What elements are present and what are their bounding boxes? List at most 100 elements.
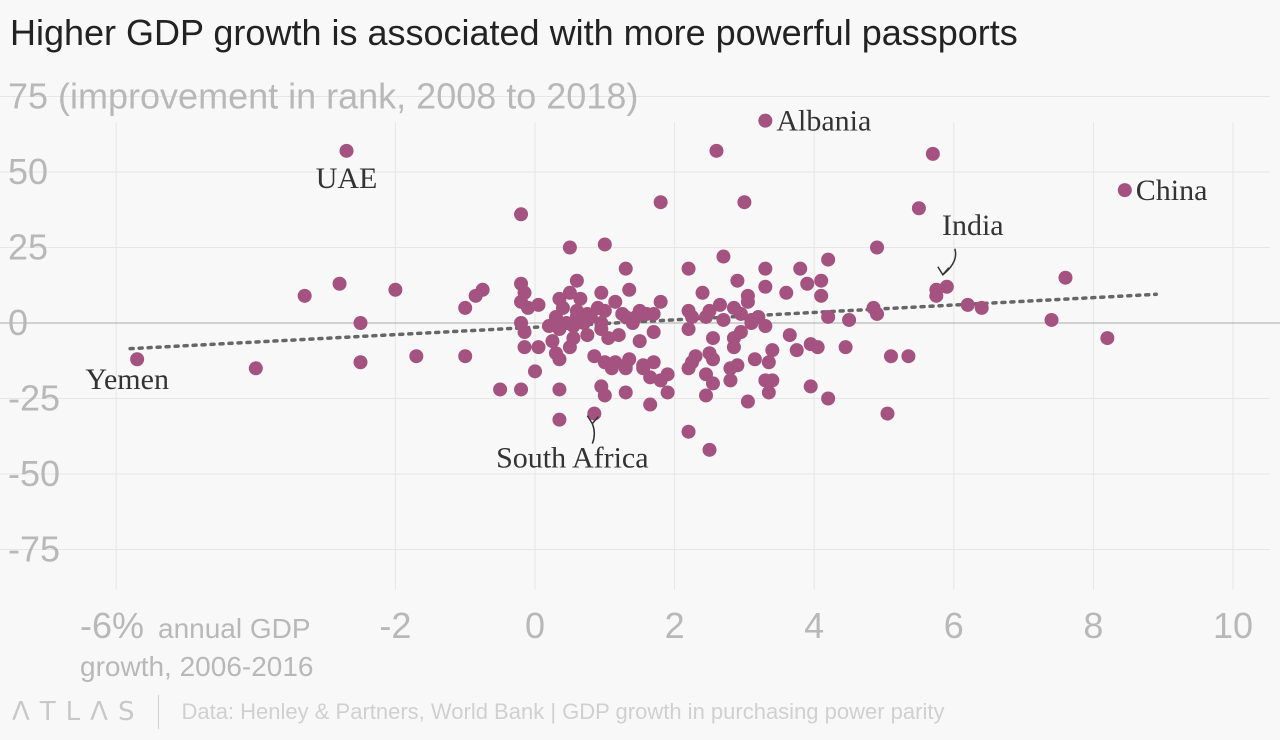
data-point: [685, 309, 700, 324]
data-point: [681, 361, 696, 376]
x-tick-label: -2: [379, 605, 411, 646]
data-point: [1058, 270, 1073, 285]
annotation-label: India: [942, 209, 1004, 242]
data-point: [569, 273, 584, 288]
data-point: [552, 352, 567, 367]
y-tick-label: -75: [8, 529, 60, 570]
data-points: [130, 113, 1132, 457]
data-point: [740, 394, 755, 409]
annotation-label: Albania: [776, 105, 871, 138]
data-point: [493, 382, 508, 397]
data-point: [409, 349, 424, 364]
data-point: [353, 355, 368, 370]
data-point: [653, 294, 668, 309]
data-point: [517, 340, 532, 355]
data-point: [911, 201, 926, 216]
data-point: [723, 373, 738, 388]
data-point: [552, 382, 567, 397]
data-point: [332, 276, 347, 291]
data-point: [580, 328, 595, 343]
data-point: [458, 349, 473, 364]
data-point: [521, 300, 536, 315]
data-point: [297, 288, 312, 303]
annotation-arrowhead: [586, 415, 599, 425]
data-point: [737, 195, 752, 210]
data-point: [765, 343, 780, 358]
data-point: [531, 340, 546, 355]
data-point: [597, 388, 612, 403]
chart-title: Higher GDP growth is associated with mor…: [10, 12, 1018, 53]
data-point: [925, 146, 940, 161]
data-point: [625, 316, 640, 330]
atlas-logo: ΛTLΛS: [12, 697, 145, 727]
data-point: [800, 276, 815, 291]
annotations: Albania UAE China India Yemen South Africa: [85, 105, 1207, 475]
data-point: [758, 319, 773, 334]
data-point: [618, 261, 633, 276]
data-point: [901, 349, 916, 364]
data-point: [779, 285, 794, 300]
footer: ΛTLΛS Data: Henley & Partners, World Ban…: [12, 692, 944, 732]
data-point: [814, 273, 829, 288]
data-point: [793, 261, 808, 276]
y-tick-label: 75 (improvement in rank, 2008 to 2018): [8, 76, 638, 117]
x-tick-label: 0: [525, 605, 545, 646]
data-point: [699, 309, 714, 324]
data-point: [803, 379, 818, 394]
source-note: Data: Henley & Partners, World Bank | GD…: [181, 699, 945, 724]
y-tick-label: 0: [8, 302, 28, 343]
data-point: [821, 391, 836, 406]
data-point: [709, 143, 724, 158]
data-point: [597, 303, 612, 318]
data-point: [838, 340, 853, 355]
data-point: [643, 397, 658, 412]
x-axis-label: annual GDP growth, 2006-2016: [80, 613, 314, 682]
data-point: [705, 331, 720, 346]
data-point: [726, 340, 741, 355]
x-tick-label: 4: [804, 605, 824, 646]
annotation-arrowhead: [937, 266, 950, 277]
data-point: [458, 300, 473, 315]
annotation-label: UAE: [316, 162, 378, 195]
data-point: [601, 331, 616, 346]
data-point: [758, 113, 773, 128]
data-point: [842, 312, 857, 327]
data-point: [248, 361, 263, 376]
data-point: [1117, 183, 1132, 198]
data-point: [880, 406, 895, 421]
data-point: [622, 282, 637, 297]
x-tick-label: 6: [944, 605, 964, 646]
data-point: [646, 325, 661, 340]
x-tick-label: -6%: [80, 605, 144, 646]
y-axis-label: (improvement in rank, 2008 to 2018): [48, 76, 638, 117]
data-point: [821, 252, 836, 267]
data-point: [562, 240, 577, 255]
data-point: [573, 291, 588, 306]
data-point: [723, 361, 738, 376]
data-point: [514, 207, 529, 222]
data-point: [468, 288, 483, 303]
annotation-label: South Africa: [496, 442, 648, 475]
x-tick-label: 10: [1213, 605, 1253, 646]
data-point: [702, 442, 717, 457]
data-point: [594, 285, 609, 300]
y-tick-label: 50: [8, 151, 48, 192]
data-point: [660, 385, 675, 400]
y-tick-label: 25: [8, 227, 48, 268]
data-point: [810, 340, 825, 355]
data-point: [705, 376, 720, 391]
data-point: [960, 297, 975, 312]
data-point: [765, 373, 780, 388]
data-point: [388, 282, 403, 297]
data-point: [789, 343, 804, 358]
data-point: [646, 306, 661, 321]
data-point: [353, 316, 368, 330]
data-point: [870, 306, 885, 321]
data-point: [883, 349, 898, 364]
footer-divider: [158, 695, 160, 729]
y-tick-label: -25: [8, 378, 60, 419]
data-point: [653, 195, 668, 210]
data-point: [782, 328, 797, 343]
annotation-label: Yemen: [85, 363, 169, 396]
scatter-chart: 75 (improvement in rank, 2008 to 2018) 50…: [0, 76, 1280, 682]
